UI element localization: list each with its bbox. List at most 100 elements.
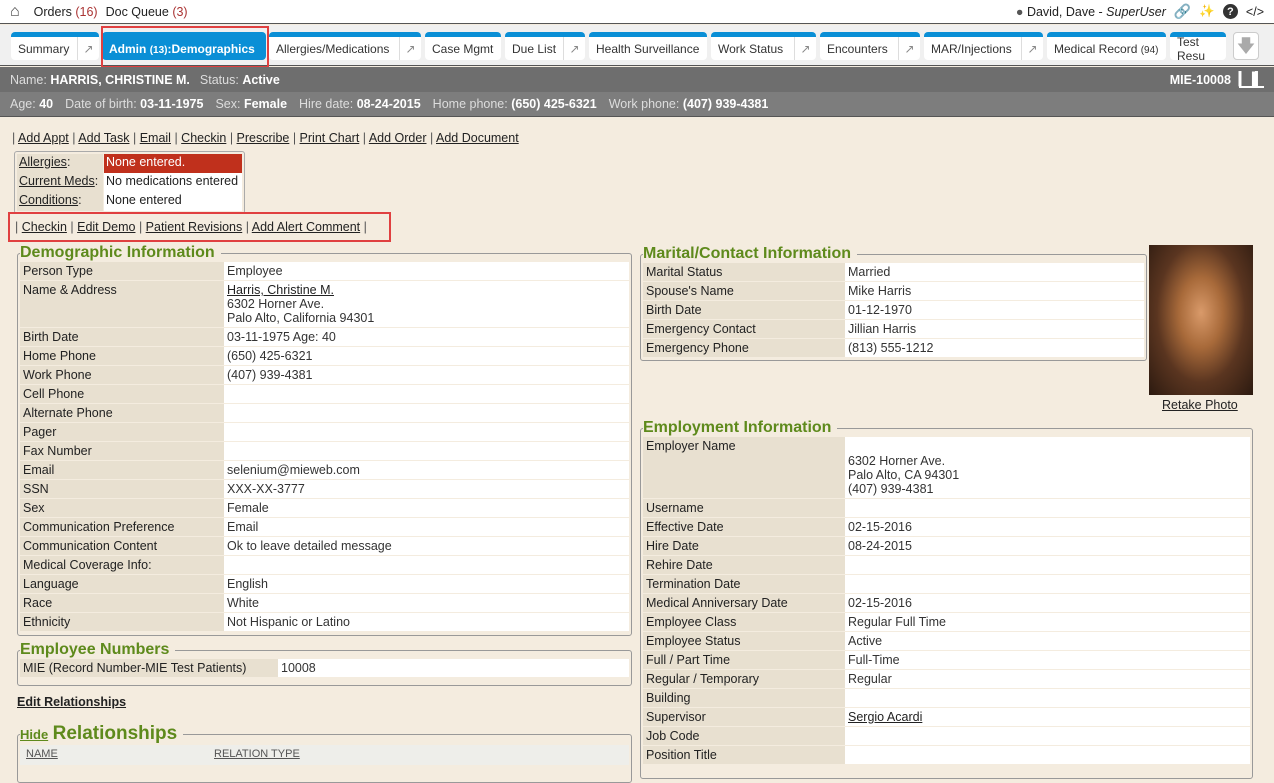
tab-name: Encounters <box>827 41 888 56</box>
doc-queue-label: Doc Queue <box>105 4 169 19</box>
field-value: Email <box>224 518 629 537</box>
alert-label-link[interactable]: Conditions <box>19 193 79 207</box>
field-row: Home Phone (650) 425-6321 <box>20 347 629 366</box>
tab-mar-injections[interactable]: MAR/Injections ↗ <box>924 32 1043 60</box>
link-icon[interactable]: 🔗 <box>1173 3 1192 19</box>
alert-label-link[interactable]: Current Meds <box>19 174 95 188</box>
add-task-link[interactable]: Add Task <box>78 131 130 145</box>
popout-icon[interactable]: ↗ <box>1021 37 1043 60</box>
tab-due-list[interactable]: Due List ↗ <box>505 32 585 60</box>
patient-revisions-link[interactable]: Patient Revisions <box>145 220 243 234</box>
info-value: (650) 425-6321 <box>511 97 597 111</box>
field-value-text: Active <box>848 634 883 648</box>
tab-test-resu[interactable]: Test Resu <box>1170 32 1226 63</box>
chart-icon[interactable]: ▎▐▎ <box>1238 72 1265 88</box>
field-label: Rehire Date <box>643 556 845 575</box>
value-link[interactable]: Sergio Acardi <box>848 710 923 724</box>
field-value-line: Palo Alto, CA 94301 <box>848 468 960 482</box>
field-value-text: White <box>227 596 259 610</box>
field-value <box>224 423 629 442</box>
code-icon[interactable]: </> <box>1245 4 1264 19</box>
prescribe-link[interactable]: Prescribe <box>236 131 290 145</box>
field-value: Full-Time <box>845 651 1250 670</box>
tab-medical-record[interactable]: Medical Record (94) <box>1047 32 1166 60</box>
field-value: Active <box>845 632 1250 651</box>
field-label: Sex <box>20 499 224 518</box>
field-value: (650) 425-6321 <box>224 347 629 366</box>
add-appt-link[interactable]: Add Appt <box>18 131 69 145</box>
popout-icon[interactable]: ↗ <box>77 37 99 60</box>
field-label: Full / Part Time <box>643 651 845 670</box>
magic-wand-icon[interactable]: ✨ <box>1199 4 1215 18</box>
relation-type-column-header[interactable]: RELATION TYPE <box>214 748 300 760</box>
field-label: Birth Date <box>643 301 845 320</box>
tab-name: Medical Record <box>1054 41 1138 56</box>
field-value: Harris, Christine M. 6302 Horner Ave. Palo… <box>224 281 629 328</box>
field-row: Cell Phone <box>20 385 629 404</box>
doc-queue-link[interactable]: Doc Queue (3) <box>106 5 188 19</box>
section-title: Relationships <box>52 723 178 744</box>
field-row: Pager <box>20 423 629 442</box>
popout-icon[interactable]: ↗ <box>898 37 920 60</box>
patient-info-bar: Age: 40 Date of birth: 03-11-1975 Sex: Fem… <box>0 92 1274 117</box>
tab-summary[interactable]: Summary ↗ <box>11 32 99 60</box>
edit-demo-link[interactable]: Edit Demo <box>77 220 136 234</box>
field-value-text: Married <box>848 265 891 279</box>
orders-link[interactable]: Orders (16) <box>34 5 98 19</box>
field-value-line: 6302 Horner Ave. <box>848 454 946 468</box>
checkin-link[interactable]: Checkin <box>181 131 227 145</box>
field-row: Ethnicity Not Hispanic or Latino <box>20 613 629 632</box>
email-link[interactable]: Email <box>139 131 171 145</box>
add-alert-comment-link[interactable]: Add Alert Comment <box>251 220 361 234</box>
tab-encounters[interactable]: Encounters ↗ <box>820 32 920 60</box>
hide-relationships-link[interactable]: Hide <box>20 727 49 742</box>
tab-admin[interactable]: Admin (13):Demographics <box>102 32 266 60</box>
tab-label: Summary <box>11 42 76 56</box>
user-menu[interactable]: ● David, Dave - SuperUser <box>1016 5 1166 19</box>
home-icon[interactable]: ⌂ <box>10 2 20 20</box>
alert-label-link[interactable]: Allergies <box>19 155 67 169</box>
add-document-link[interactable]: Add Document <box>436 131 519 145</box>
field-label: Medical Anniversary Date <box>643 594 845 613</box>
relationships: Hide Relationships NAME RELATION TYPE <box>17 723 632 783</box>
info-item: Home phone: (650) 425-6321 <box>433 97 597 111</box>
field-label: Communication Preference <box>20 518 224 537</box>
field-label: Birth Date <box>20 328 224 347</box>
field-value-line: (407) 939-4381 <box>848 482 934 496</box>
value-link[interactable]: Harris, Christine M. <box>227 283 334 297</box>
scroll-tabs-down-button[interactable]: 🡇 <box>1233 32 1259 60</box>
field-value-text: 02-15-2016 <box>848 596 912 610</box>
add-order-link[interactable]: Add Order <box>368 131 427 145</box>
field-row: Position Title <box>643 746 1250 765</box>
field-label: Marital Status <box>643 263 845 282</box>
checkin-link[interactable]: Checkin <box>21 220 67 234</box>
tab-allergies-medications[interactable]: Allergies/Medications ↗ <box>269 32 421 60</box>
field-row: Emergency Phone (813) 555-1212 <box>643 339 1144 358</box>
help-icon[interactable]: ? <box>1222 4 1238 19</box>
field-value <box>224 385 629 404</box>
info-item: Sex: Female <box>215 97 287 111</box>
edit-relationships-link[interactable]: Edit Relationships <box>17 695 127 709</box>
name-label: Name: <box>10 72 47 87</box>
field-value-text: 10008 <box>281 661 316 675</box>
popout-icon[interactable]: ↗ <box>399 37 421 60</box>
field-label: Language <box>20 575 224 594</box>
field-label: Communication Content <box>20 537 224 556</box>
tab-work-status[interactable]: Work Status ↗ <box>711 32 816 60</box>
info-value: (407) 939-4381 <box>682 97 769 111</box>
tab-case-mgmt[interactable]: Case Mgmt <box>425 32 501 60</box>
tab-health-surveillance[interactable]: Health Surveillance <box>589 32 707 60</box>
tab-label: Due List <box>505 42 563 56</box>
employee-numbers: Employee Numbers MIE (Record Number-MIE T… <box>17 641 632 686</box>
alert-value: None entered <box>104 192 242 211</box>
field-row: SSN XXX-XX-3777 <box>20 480 629 499</box>
field-value: Not Hispanic or Latino <box>224 613 629 632</box>
print-chart-link[interactable]: Print Chart <box>299 131 360 145</box>
popout-icon[interactable]: ↗ <box>794 37 816 60</box>
tab-suffix: :Demographics <box>167 41 255 56</box>
field-row: Person Type Employee <box>20 262 629 281</box>
retake-photo-link[interactable]: Retake Photo <box>1162 398 1238 412</box>
field-value: Jillian Harris <box>845 320 1144 339</box>
popout-icon[interactable]: ↗ <box>563 37 585 60</box>
name-column-header[interactable]: NAME <box>26 748 58 760</box>
